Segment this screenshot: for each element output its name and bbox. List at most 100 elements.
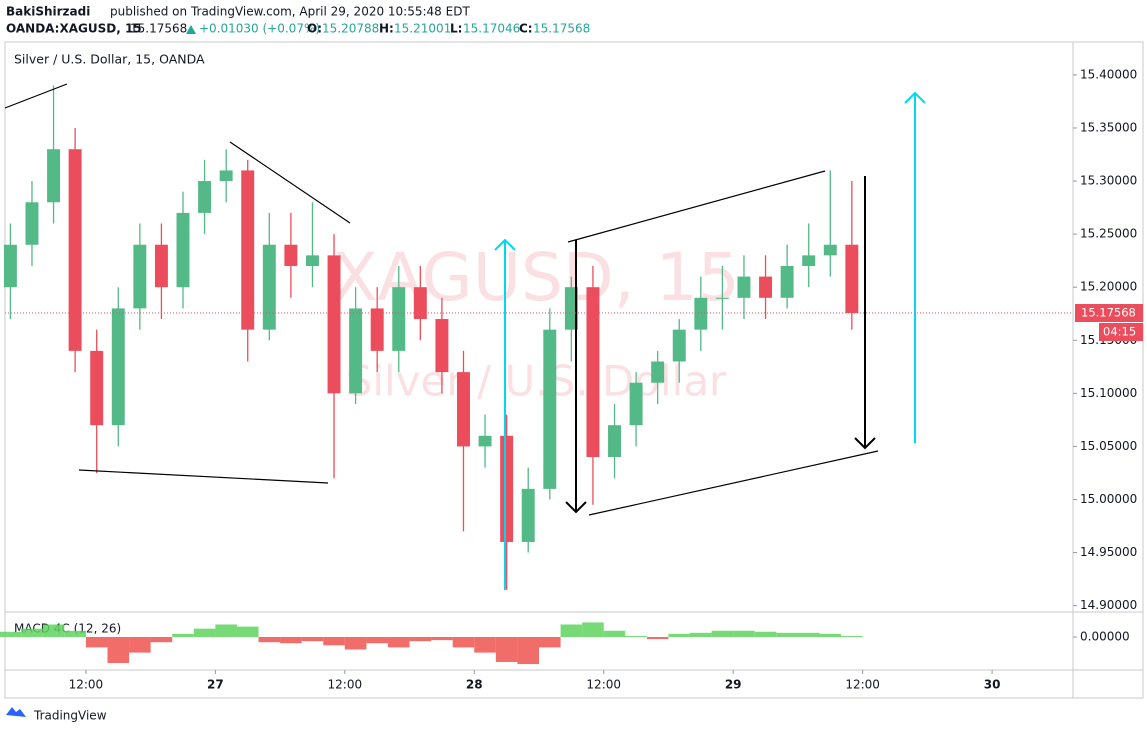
x-tick-label: 27 bbox=[207, 678, 224, 692]
arrow-up bbox=[494, 238, 516, 590]
published: published on TradingView.com, April 29, … bbox=[110, 5, 470, 19]
candle-body bbox=[90, 350, 104, 426]
macd-bar bbox=[603, 630, 626, 637]
x-tick-label: 12:00 bbox=[845, 678, 880, 692]
candle-body bbox=[219, 170, 233, 182]
macd-bar bbox=[495, 636, 518, 662]
y-tick-label: 14.95000 bbox=[1080, 545, 1137, 559]
candle-body bbox=[349, 308, 363, 394]
watermark-sub: Silver / U.S. Dollar bbox=[346, 357, 727, 406]
y-tick-label: 15.30000 bbox=[1080, 174, 1137, 188]
macd-bar bbox=[668, 633, 691, 637]
marks: 14.90000 14.95000 15.00000 15.05000 15.10000… bbox=[0, 67, 1137, 692]
candle-body bbox=[3, 244, 17, 288]
macd-bar bbox=[301, 636, 324, 642]
low-label: L: bbox=[450, 22, 462, 36]
y-tick-label: 14.90000 bbox=[1080, 598, 1137, 612]
macd-bar bbox=[646, 636, 669, 640]
y-tick-label: 15.40000 bbox=[1080, 67, 1137, 81]
countdown: 04:15 bbox=[1103, 325, 1136, 339]
candle-body bbox=[737, 276, 751, 298]
x-tick-label: 28 bbox=[466, 678, 483, 692]
open: 15.20788 bbox=[322, 22, 379, 36]
macd-bar bbox=[560, 624, 583, 637]
candle-body bbox=[586, 287, 600, 458]
up-icon bbox=[186, 25, 196, 34]
candle-body bbox=[241, 170, 255, 330]
y-tick-label: 15.10000 bbox=[1080, 386, 1137, 400]
arrow-down bbox=[565, 240, 587, 514]
arrow-up bbox=[904, 91, 926, 443]
candle-body bbox=[802, 255, 816, 266]
drawings bbox=[4, 83, 926, 590]
macd-bar bbox=[517, 636, 539, 665]
macd-bar bbox=[107, 636, 130, 664]
candle-body bbox=[305, 255, 319, 266]
macd-bar bbox=[150, 636, 173, 643]
candle-body bbox=[68, 149, 82, 351]
candle-body bbox=[500, 435, 514, 542]
x-tick-label: 12:00 bbox=[586, 678, 621, 692]
candle-body bbox=[845, 244, 859, 314]
trendline bbox=[588, 450, 879, 516]
candle-body bbox=[478, 435, 492, 447]
trendline bbox=[229, 141, 351, 224]
macd-bar bbox=[690, 632, 712, 637]
macd-bar bbox=[42, 624, 65, 637]
candle-body bbox=[262, 244, 276, 330]
macd-bar bbox=[387, 636, 410, 648]
candle-body bbox=[111, 308, 125, 426]
x-tick-label: 30 bbox=[984, 678, 1001, 692]
macd-bar bbox=[172, 633, 194, 637]
candle-body bbox=[370, 308, 384, 351]
macd-bar bbox=[344, 636, 367, 650]
candle-body bbox=[284, 244, 298, 266]
macd-bar bbox=[258, 636, 281, 643]
price: 15.17568 bbox=[130, 22, 187, 36]
candle-body bbox=[521, 488, 535, 542]
candle-body bbox=[133, 244, 147, 309]
macd-bar bbox=[539, 636, 561, 648]
trendline bbox=[78, 469, 329, 484]
macd-bar bbox=[431, 636, 453, 641]
chart-title: Silver / U.S. Dollar, 15, OANDA bbox=[14, 52, 205, 67]
candle-body bbox=[198, 181, 212, 213]
y-tick-label: 15.00000 bbox=[1080, 492, 1137, 506]
candle-body bbox=[47, 149, 61, 203]
candle-body bbox=[564, 287, 578, 330]
y-tick-label: 15.35000 bbox=[1080, 120, 1137, 134]
close-label: C: bbox=[519, 22, 533, 36]
macd-bar bbox=[733, 630, 755, 637]
trendline bbox=[4, 83, 68, 109]
macd-tick-label: 0.00000 bbox=[1080, 629, 1130, 643]
arrow-down bbox=[854, 176, 876, 450]
macd-bar bbox=[193, 628, 216, 637]
change: +0.01030 (+0.07%) bbox=[199, 22, 320, 36]
candle-body bbox=[823, 244, 837, 256]
macd-bar bbox=[819, 633, 842, 637]
candle-body bbox=[413, 287, 427, 320]
candle-body bbox=[25, 202, 39, 245]
last-price-box bbox=[1075, 304, 1143, 323]
macd-bar bbox=[85, 636, 108, 648]
macd-bar bbox=[366, 636, 388, 644]
macd-bar bbox=[452, 636, 475, 648]
low: 15.17046 bbox=[463, 22, 520, 36]
candle-body bbox=[543, 329, 557, 489]
candle-body bbox=[457, 372, 470, 447]
x-tick-label: 12:00 bbox=[328, 678, 363, 692]
high: 15.21001 bbox=[394, 22, 451, 36]
macd-bar bbox=[409, 636, 432, 642]
candle-body bbox=[651, 361, 665, 383]
candle-body bbox=[327, 255, 341, 394]
y-tick-label: 15.05000 bbox=[1080, 439, 1137, 453]
y-tick-label: 15.20000 bbox=[1080, 280, 1137, 294]
x-tick-label: 29 bbox=[725, 678, 742, 692]
candle-body bbox=[392, 287, 406, 351]
macd-bar bbox=[129, 636, 151, 653]
candle-body bbox=[715, 297, 729, 299]
candle-body bbox=[629, 382, 643, 426]
candle-body bbox=[759, 276, 773, 298]
